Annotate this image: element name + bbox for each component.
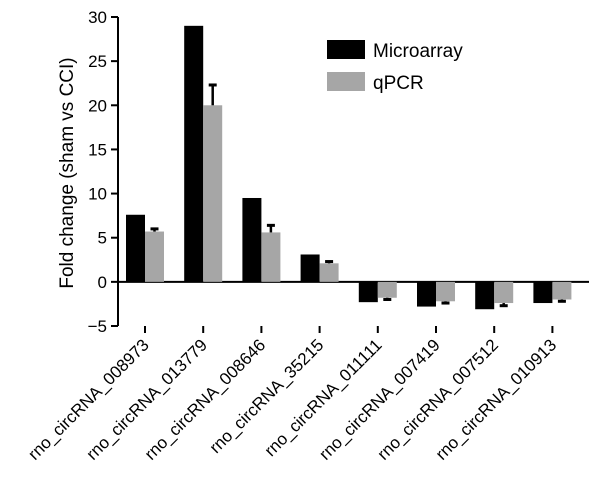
bar-qpcr [436,281,455,302]
bar-qpcr [261,232,281,282]
y-tick-label: 25 [88,52,107,71]
bar-microarray [475,281,495,310]
bar-qpcr [377,281,397,298]
category-label: rno_circRNA_35215 [206,335,328,457]
y-tick-label: 15 [88,140,107,159]
y-tick-label: 30 [88,8,107,27]
bar-microarray [533,281,553,304]
y-tick-label: 10 [88,185,107,204]
legend-label-microarray: Microarray [373,41,463,62]
bar-qpcr [203,105,223,282]
bar-qpcr [494,281,514,304]
bar-qpcr [552,281,572,300]
bar-microarray [184,25,204,282]
bar-qpcr [145,231,164,282]
y-tick-label: −5 [88,317,107,336]
bar-microarray [126,214,145,282]
legend: Microarray qPCR [327,40,463,94]
y-axis-title: Fold change (sham vs CCI) [57,57,78,288]
legend-swatch-microarray [327,40,365,59]
bar-microarray [300,254,320,282]
y-tick-label: 0 [98,273,107,292]
bar-microarray [358,281,378,303]
chart-category-labels: rno_circRNA_008973rno_circRNA_013779rno_… [24,335,560,463]
chart-ticks: −5 0 5 10 15 20 25 30 [88,8,554,336]
chart-bars [126,25,572,310]
y-tick-label: 5 [98,229,107,248]
bar-microarray [417,281,436,307]
bar-qpcr [319,263,339,282]
y-tick-label: 20 [88,96,107,115]
legend-label-qpcr: qPCR [373,73,424,94]
legend-swatch-qpcr [327,72,365,91]
bar-microarray [242,197,262,282]
